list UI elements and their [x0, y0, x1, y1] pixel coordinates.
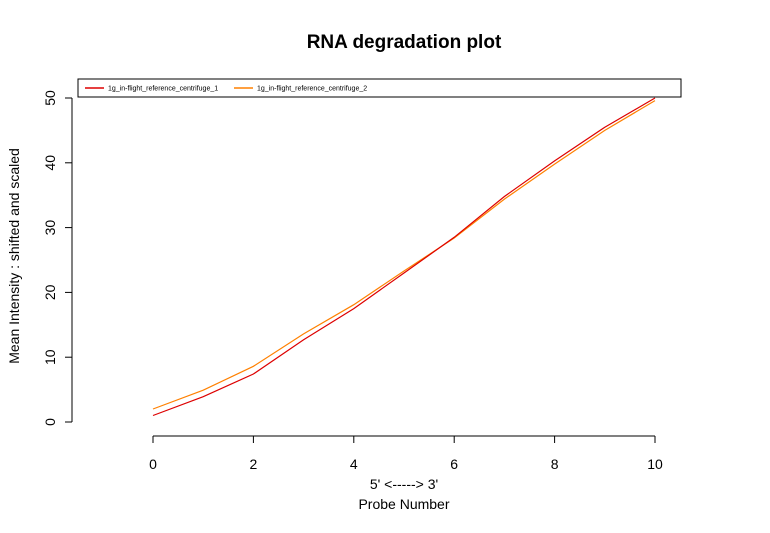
legend-label-series-2: 1g_in-flight_reference_centrifuge_2 — [257, 86, 367, 93]
x-tick-label-0: 0 — [149, 456, 157, 472]
y-tick-label-0: 0 — [42, 418, 58, 426]
series-line-2 — [152, 100, 656, 410]
series-layer — [152, 97, 656, 417]
y-tick-label-50: 50 — [42, 90, 58, 106]
y-tick-label-30: 30 — [42, 220, 58, 236]
x-tick-label-8: 8 — [551, 456, 559, 472]
x-tick-label-6: 6 — [450, 456, 458, 472]
y-tick-label-10: 10 — [42, 349, 58, 365]
legend-label-series-1: 1g_in-flight_reference_centrifuge_1 — [108, 86, 218, 93]
x-axis-label-arrow: 5' <-----> 3' — [370, 476, 438, 492]
legend: 1g_in-flight_reference_centrifuge_1 1g_i… — [77, 78, 682, 98]
x-tick-label-2: 2 — [250, 456, 258, 472]
x-tick-label-10: 10 — [647, 456, 663, 472]
legend-box — [77, 78, 682, 98]
y-tick-label-20: 20 — [42, 284, 58, 300]
x-axis: 0 2 4 6 8 10 — [149, 435, 663, 472]
chart-title: RNA degradation plot — [307, 32, 502, 53]
y-axis: 0 10 20 30 40 50 — [42, 90, 73, 426]
y-tick-label-40: 40 — [42, 155, 58, 171]
x-tick-label-4: 4 — [350, 456, 358, 472]
y-axis-label: Mean Intensity : shifted and scaled — [6, 148, 22, 364]
series-line-1 — [152, 97, 656, 417]
x-axis-label: Probe Number — [358, 496, 449, 512]
